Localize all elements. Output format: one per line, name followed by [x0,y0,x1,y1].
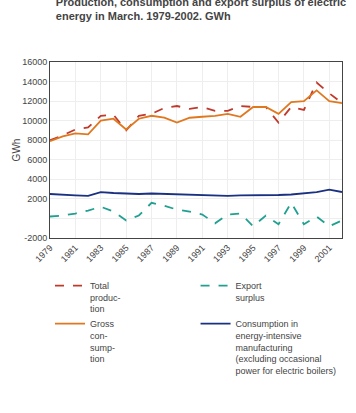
svg-text:1995: 1995 [236,243,257,264]
svg-text:12000: 12000 [22,96,47,106]
svg-text:14000: 14000 [22,77,47,87]
svg-text:2001: 2001 [313,243,334,264]
svg-text:1987: 1987 [135,243,156,264]
svg-text:8000: 8000 [27,135,47,145]
svg-text:2000: 2000 [27,194,47,204]
svg-text:4000: 4000 [27,174,47,184]
svg-text:Grosscon-sump-tion: Grosscon-sump-tion [90,319,115,364]
svg-text:Production, consumption and ex: Production, consumption and export surpl… [56,0,346,22]
svg-text:Consumption inenergy-intensive: Consumption inenergy-intensivemanufactur… [236,319,337,376]
svg-text:Exportsurplus: Exportsurplus [236,281,266,303]
svg-text:10000: 10000 [22,116,47,126]
svg-text:16000: 16000 [22,57,47,67]
svg-text:-2000: -2000 [24,233,47,243]
svg-text:1983: 1983 [84,243,105,264]
svg-text:1981: 1981 [59,243,80,264]
svg-text:1989: 1989 [160,243,181,264]
svg-text:1985: 1985 [110,243,131,264]
svg-text:1979: 1979 [33,243,54,264]
svg-text:1993: 1993 [211,243,232,264]
svg-text:1997: 1997 [262,243,283,264]
svg-text:1999: 1999 [287,243,308,264]
svg-text:GWh: GWh [11,139,22,162]
svg-text:6000: 6000 [27,155,47,165]
svg-text:Totalproduc-tion: Totalproduc-tion [90,281,121,314]
svg-text:1991: 1991 [186,243,207,264]
